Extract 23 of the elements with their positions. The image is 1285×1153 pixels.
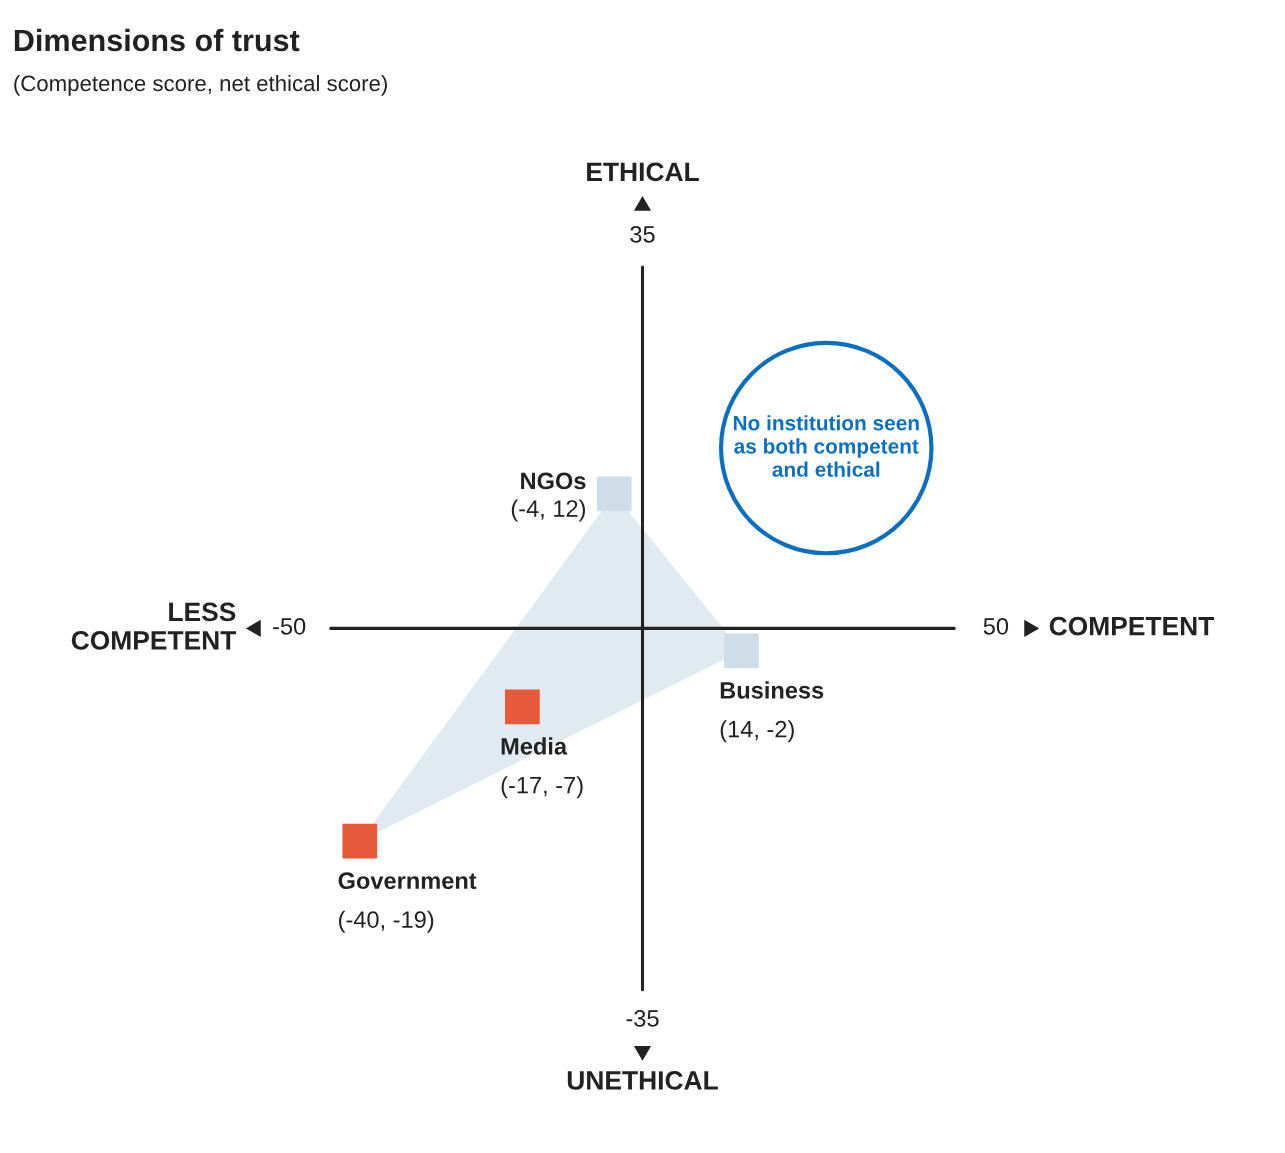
chart-title: Dimensions of trust <box>14 28 300 52</box>
series-label: NGOs <box>521 472 586 490</box>
data-label: (-4, 12) <box>511 499 585 522</box>
x-tick-label: -50 <box>273 618 306 635</box>
series-label: Business <box>720 681 824 699</box>
point <box>342 823 378 859</box>
y-tick-label: -35 <box>626 1010 659 1027</box>
series-label: Government <box>338 872 477 890</box>
point <box>504 689 540 725</box>
y-tick-label: 35 <box>630 225 655 243</box>
text: LESS COMPETENT <box>71 602 237 650</box>
data-label: (14, -2) <box>720 720 794 743</box>
text: UNETHICAL <box>567 1071 718 1090</box>
point <box>724 633 759 669</box>
annotation: No institution seen as both competent and ethical <box>733 415 919 477</box>
x-tick-label: 50 <box>983 618 1009 635</box>
series-label: Media <box>501 737 568 755</box>
point <box>596 476 632 512</box>
chart-subtitle: (Competence score, net ethical score) <box>14 74 387 96</box>
y-axis-title: ETHICAL <box>587 162 699 182</box>
data-label: (-17, -7) <box>501 776 583 799</box>
x-axis-title: COMPETENT <box>1049 616 1215 636</box>
data-label: (-40, -19) <box>339 910 434 933</box>
